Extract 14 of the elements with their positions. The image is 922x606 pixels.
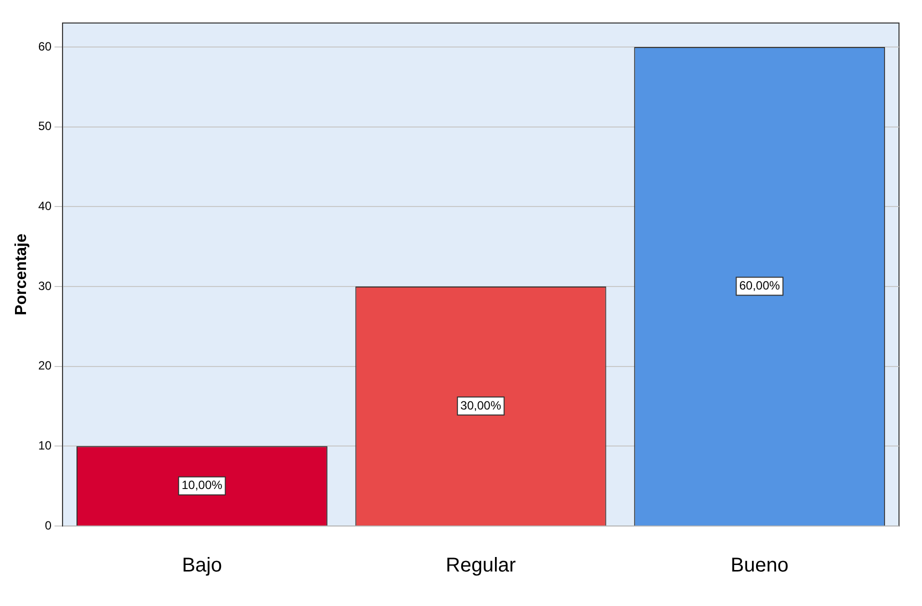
data-label: 60,00% xyxy=(739,278,780,293)
y-tick-label: 30 xyxy=(38,278,52,293)
y-axis-title: Porcentaje xyxy=(13,233,30,316)
x-tick-label: Regular xyxy=(446,554,516,577)
y-tick-label: 60 xyxy=(38,39,52,54)
y-tick-label: 20 xyxy=(38,358,52,373)
y-tick-label: 0 xyxy=(44,518,52,532)
y-tick-label: 10 xyxy=(38,438,52,452)
y-tick-label: 50 xyxy=(38,119,52,134)
data-label: 10,00% xyxy=(182,478,223,492)
data-label: 30,00% xyxy=(460,398,502,412)
x-tick-label: Bueno xyxy=(730,554,789,577)
x-tick-label: Bajo xyxy=(182,554,222,577)
y-tick-label: 40 xyxy=(38,198,52,213)
